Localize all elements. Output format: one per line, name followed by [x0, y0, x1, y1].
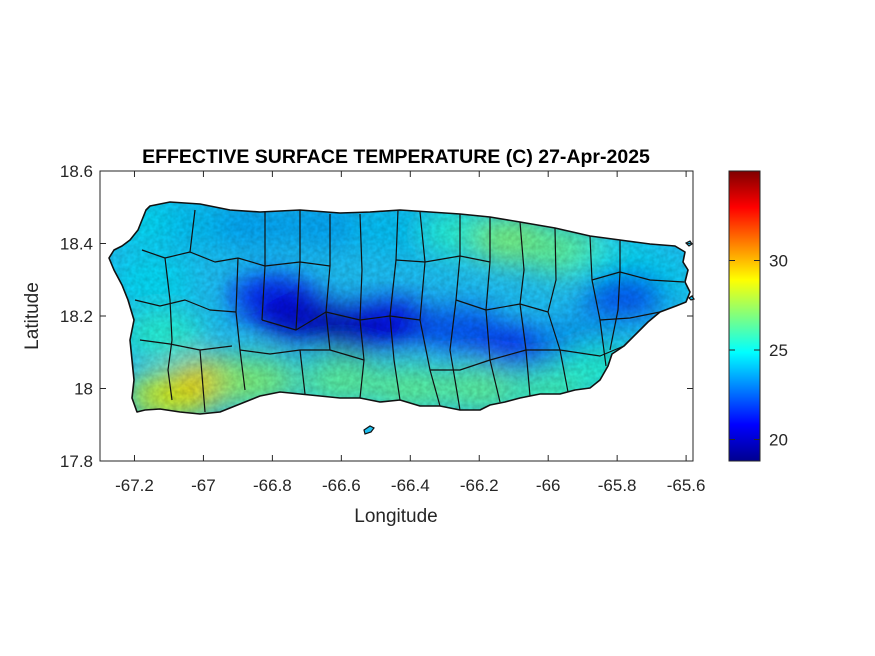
islet-south — [363, 425, 375, 435]
municipal-boundaries — [134, 209, 685, 413]
boundary-13 — [419, 211, 441, 407]
colorbar-tick-label: 30 — [769, 252, 788, 271]
boundary-6 — [237, 257, 331, 267]
boundary-11 — [359, 213, 365, 399]
boundary-10 — [261, 311, 421, 331]
boundary-8 — [295, 210, 301, 331]
boundary-23 — [599, 311, 661, 321]
boundary-24 — [199, 349, 206, 413]
colorbar — [728, 170, 761, 462]
boundary-3 — [164, 257, 173, 401]
y-tick-label: 18.6 — [60, 162, 93, 181]
chart-title: EFFECTIVE SURFACE TEMPERATURE (C) 27-Apr… — [142, 146, 650, 168]
x-tick-label: -66.8 — [253, 476, 292, 495]
x-tick-label: -66.2 — [460, 476, 499, 495]
boundary-9 — [325, 214, 331, 351]
colorbar-tick-label: 20 — [769, 431, 788, 450]
boundary-14 — [395, 255, 491, 263]
boundary-7 — [261, 212, 266, 321]
x-tick-label: -66 — [536, 476, 561, 495]
y-tick-label: 18 — [74, 380, 93, 399]
boundary-18 — [519, 221, 531, 397]
x-axis-ticks: -67.2 -67 -66.8 -66.6 -66.4 -66.2 -66 -65.8 -65.… — [115, 171, 705, 495]
colorbar-ticks: 20 25 30 — [729, 252, 788, 450]
boundary-22 — [609, 240, 621, 351]
boundary-21 — [591, 271, 685, 283]
boundary-19 — [547, 227, 569, 393]
x-tick-label: -66.4 — [391, 476, 430, 495]
y-axis-label: Latitude — [22, 282, 43, 350]
x-tick-label: -65.8 — [598, 476, 637, 495]
islet-east-2 — [688, 295, 695, 301]
x-tick-label: -65.6 — [667, 476, 706, 495]
boundary-17 — [455, 299, 549, 313]
boundary-25 — [299, 349, 306, 395]
boundary-2 — [139, 339, 233, 351]
y-tick-label: 18.2 — [60, 307, 93, 326]
boundary-5 — [235, 257, 246, 391]
boundary-26 — [239, 349, 365, 361]
y-axis-ticks: 17.8 18 18.2 18.4 18.6 — [60, 162, 693, 471]
x-axis-label: Longitude — [354, 506, 437, 527]
boundary-27 — [430, 349, 560, 371]
x-tick-label: -67.2 — [115, 476, 154, 495]
y-tick-label: 17.8 — [60, 452, 93, 471]
boundary-4 — [189, 209, 196, 253]
x-tick-label: -67 — [191, 476, 216, 495]
boundary-12 — [389, 209, 401, 401]
colorbar-tick-label: 25 — [769, 341, 788, 360]
heatmap-field — [109, 202, 690, 414]
x-tick-label: -66.6 — [322, 476, 361, 495]
boundary-28 — [559, 345, 625, 357]
island-outline — [108, 201, 691, 415]
y-tick-label: 18.4 — [60, 235, 93, 254]
boundary-20 — [589, 235, 607, 367]
boundary-1 — [134, 299, 237, 313]
